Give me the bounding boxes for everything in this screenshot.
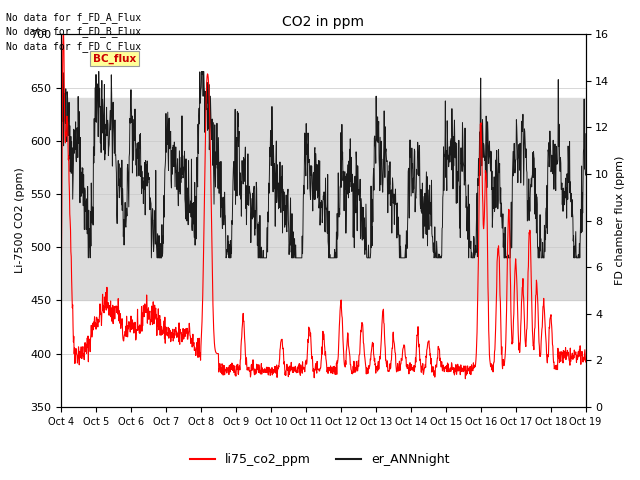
Y-axis label: FD chamber flux (ppm): FD chamber flux (ppm)	[615, 156, 625, 285]
Legend: li75_co2_ppm, er_ANNnight: li75_co2_ppm, er_ANNnight	[186, 448, 454, 471]
Text: No data for f_FD_B_Flux: No data for f_FD_B_Flux	[6, 26, 141, 37]
Bar	[61, 98, 586, 300]
Title: CO2 in ppm: CO2 in ppm	[282, 15, 365, 29]
Text: No data for f_FD_A_Flux: No data for f_FD_A_Flux	[6, 12, 141, 23]
Text: No data for f_FD_C_Flux: No data for f_FD_C_Flux	[6, 41, 141, 52]
Y-axis label: Li-7500 CO2 (ppm): Li-7500 CO2 (ppm)	[15, 168, 25, 274]
Text: BC_flux: BC_flux	[93, 53, 136, 64]
